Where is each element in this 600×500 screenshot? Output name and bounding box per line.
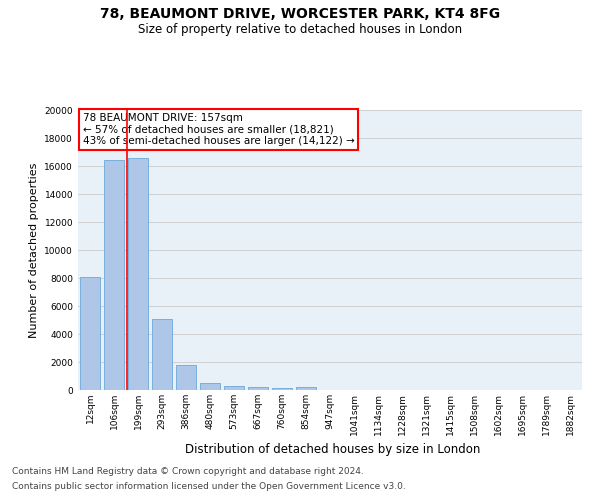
Bar [104,160,124,390]
Y-axis label: Number of detached properties: Number of detached properties [29,162,39,338]
Text: Size of property relative to detached houses in London: Size of property relative to detached ho… [138,22,462,36]
Text: 78, BEAUMONT DRIVE, WORCESTER PARK, KT4 8FG: 78, BEAUMONT DRIVE, WORCESTER PARK, KT4 … [100,8,500,22]
Text: Contains public sector information licensed under the Open Government Licence v3: Contains public sector information licen… [12,482,406,491]
Bar [128,158,148,390]
Bar [224,386,244,390]
Bar [200,383,220,390]
Text: Contains HM Land Registry data © Crown copyright and database right 2024.: Contains HM Land Registry data © Crown c… [12,467,364,476]
Bar [80,278,100,390]
Text: 78 BEAUMONT DRIVE: 157sqm
← 57% of detached houses are smaller (18,821)
43% of s: 78 BEAUMONT DRIVE: 157sqm ← 57% of detac… [83,113,355,146]
Bar [296,387,316,390]
Bar [152,320,172,390]
Bar [248,388,268,390]
Bar [272,388,292,390]
Text: Distribution of detached houses by size in London: Distribution of detached houses by size … [185,442,481,456]
Bar [176,365,196,390]
